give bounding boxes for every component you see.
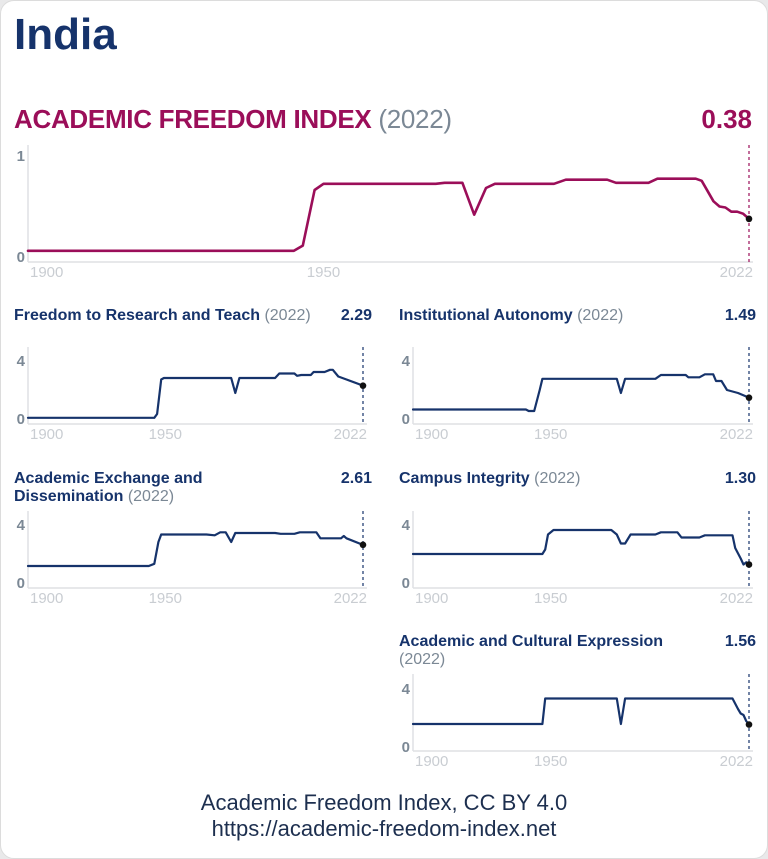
sub-year: (2022)	[264, 307, 311, 324]
sub-year: (2022)	[399, 651, 446, 668]
main-title-text: ACADEMIC FREEDOM INDEX	[14, 104, 372, 134]
x-tick-label: 1950	[149, 590, 182, 607]
sub-title-3: Academic Exchange and Dissemination (202…	[14, 470, 254, 506]
main-year: (2022)	[378, 104, 452, 134]
main-value: 0.38	[701, 104, 752, 134]
sub-title-4: Campus Integrity (2022)	[399, 470, 699, 488]
series-line	[411, 528, 751, 566]
x-tick-label: 2022	[720, 264, 753, 281]
x-tick-label: 1900	[415, 590, 448, 607]
x-tick-label: 1900	[30, 590, 63, 607]
x-tick-label: 2022	[720, 590, 753, 607]
latest-value-dot	[359, 382, 367, 389]
sub-title-text: Academic and Cultural Expression	[399, 633, 664, 650]
y-tick-label: 0	[17, 411, 25, 428]
x-tick-label: 2022	[720, 753, 753, 770]
x-tick-label: 2022	[334, 590, 367, 607]
x-tick-label: 2022	[334, 426, 367, 443]
y-tick-label: 0	[17, 575, 25, 592]
y-tick-label: 0	[402, 739, 410, 756]
series-line	[26, 177, 751, 253]
sub-year: (2022)	[577, 307, 624, 324]
x-tick-label: 1950	[534, 753, 567, 770]
y-tick-label: 0	[402, 411, 410, 428]
y-tick-label: 4	[402, 517, 411, 534]
series-line	[26, 368, 365, 419]
x-tick-label: 1950	[534, 426, 567, 443]
sub-title-text: Institutional Autonomy	[399, 307, 573, 324]
latest-value-dot	[745, 215, 753, 223]
latest-value-dot	[359, 541, 367, 549]
sub-value-4: 1.30	[724, 470, 756, 487]
y-tick-label: 0	[17, 249, 25, 266]
y-tick-label: 4	[402, 681, 411, 698]
country-title: India	[14, 10, 117, 59]
sub-value-2: 1.49	[724, 307, 756, 324]
footer-source: Academic Freedom Index, CC BY 4.0	[200, 790, 568, 815]
x-tick-label: 1900	[415, 426, 448, 443]
sub-value-1: 2.29	[340, 307, 372, 324]
footer-url[interactable]: https://academic-freedom-index.net	[211, 816, 557, 841]
x-tick-label: 1950	[149, 426, 182, 443]
sub-year: (2022)	[534, 470, 581, 487]
latest-value-dot	[745, 721, 753, 728]
y-tick-label: 4	[402, 353, 411, 370]
sub-title-text: Freedom to Research and Teach	[14, 307, 260, 324]
sub-title-1: Freedom to Research and Teach (2022)	[14, 307, 314, 325]
sub-title-5: Academic and Cultural Expression (2022)	[399, 633, 709, 669]
latest-value-dot	[745, 561, 753, 568]
x-tick-label: 2022	[720, 426, 753, 443]
series-line	[411, 697, 751, 726]
main-chart-title: ACADEMIC FREEDOM INDEX (2022)	[14, 104, 452, 135]
series-line	[411, 373, 751, 413]
x-tick-label: 1900	[30, 426, 63, 443]
x-tick-label: 1950	[534, 590, 567, 607]
sub-value-5: 1.56	[724, 633, 756, 650]
sub-title-text: Campus Integrity	[399, 470, 530, 487]
x-tick-label: 1900	[415, 753, 448, 770]
y-tick-label: 0	[402, 575, 410, 592]
sub-title-text: Academic Exchange and Dissemination	[14, 470, 203, 505]
series-line	[26, 531, 365, 568]
x-tick-label: 1950	[307, 264, 340, 281]
latest-value-dot	[745, 394, 753, 401]
y-tick-label: 4	[17, 517, 26, 534]
sub-value-3: 2.61	[340, 470, 372, 487]
y-tick-label: 4	[17, 353, 26, 370]
sub-year: (2022)	[127, 488, 175, 505]
x-tick-label: 1900	[30, 264, 63, 281]
y-tick-label: 1	[17, 148, 25, 165]
sub-title-2: Institutional Autonomy (2022)	[399, 307, 699, 325]
